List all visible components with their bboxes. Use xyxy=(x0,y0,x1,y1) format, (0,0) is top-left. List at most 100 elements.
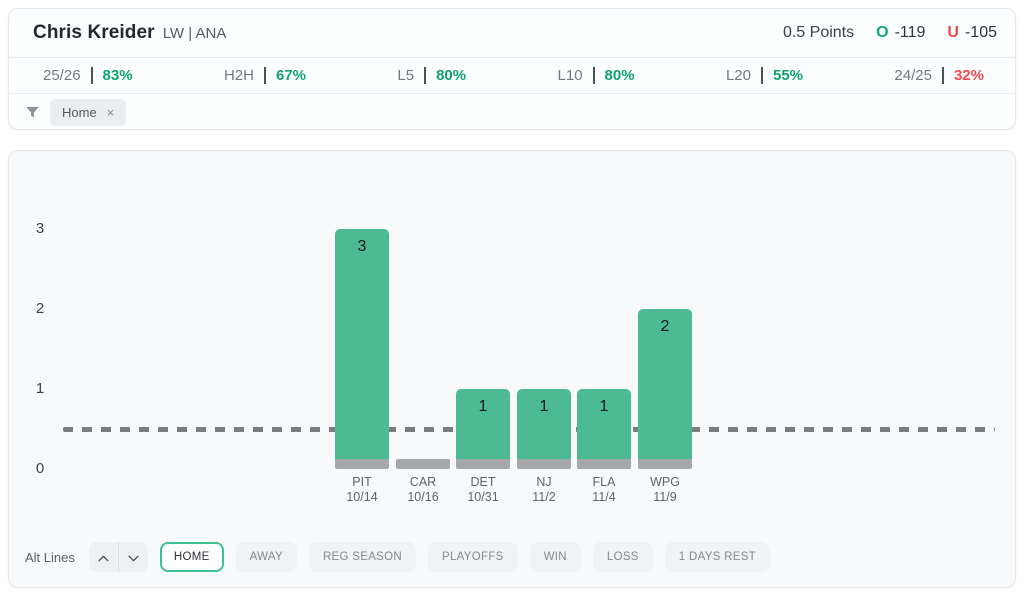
x-axis-label: FLA 11/4 xyxy=(569,475,639,505)
filter-button-playoffs[interactable]: PLAYOFFS xyxy=(428,542,518,572)
split-label: L10 xyxy=(557,67,583,84)
y-axis-tick-label: 2 xyxy=(35,300,45,317)
bar-base xyxy=(396,459,450,469)
over-odds-value: -119 xyxy=(894,24,926,41)
bar-base xyxy=(456,459,510,469)
split-value: 67% xyxy=(275,67,307,84)
bar-column-pit[interactable]: 3 PIT 10/14 xyxy=(335,151,389,529)
under-odds[interactable]: U -105 xyxy=(947,24,997,42)
bar-base xyxy=(638,459,692,469)
filter-button-win[interactable]: WIN xyxy=(529,542,581,572)
split-divider xyxy=(424,67,427,84)
chart-controls-row: Alt Lines HOME AWAY REG SEASON PLAYOFFS WIN L… xyxy=(9,527,1015,587)
bar-value-label: 1 xyxy=(478,398,488,415)
game-date-label: 11/2 xyxy=(532,490,556,504)
x-axis-label: NJ 11/2 xyxy=(509,475,579,505)
split-l5: L5 80% xyxy=(397,67,466,84)
bar[interactable]: 1 xyxy=(517,389,571,459)
y-axis-tick-label: 1 xyxy=(35,380,45,397)
player-header-card: Chris Kreider LW | ANA 0.5 Points O -119… xyxy=(8,8,1016,130)
split-divider xyxy=(592,67,595,84)
filter-chip-home[interactable]: Home × xyxy=(50,99,127,126)
x-axis-label: WPG 11/9 xyxy=(630,475,700,505)
filter-button-1-days-rest[interactable]: 1 DAYS REST xyxy=(664,542,771,572)
split-divider xyxy=(761,67,763,84)
over-odds[interactable]: O -119 xyxy=(876,24,925,42)
game-date-label: 11/9 xyxy=(653,490,677,504)
bar-base xyxy=(335,459,389,469)
split-value: 55% xyxy=(773,67,804,84)
bar-value-label: 3 xyxy=(357,238,367,255)
prop-line-label: 0.5 Points xyxy=(782,24,855,41)
under-symbol: U xyxy=(947,24,959,41)
bar-column-wpg[interactable]: 2 WPG 11/9 xyxy=(638,151,692,529)
filter-button-away[interactable]: AWAY xyxy=(235,542,297,572)
split-value: 80% xyxy=(436,67,467,84)
bar-column-car[interactable]: CAR 10/16 xyxy=(396,151,450,529)
bar-column-nj[interactable]: 1 NJ 11/2 xyxy=(517,151,571,529)
split-divider xyxy=(90,67,93,84)
filter-button-loss[interactable]: LOSS xyxy=(592,542,653,572)
game-date-label: 11/4 xyxy=(592,490,616,504)
alt-line-up-button[interactable] xyxy=(89,542,118,572)
opponent-label: FLA xyxy=(592,475,616,489)
bar-column-det[interactable]: 1 DET 10/31 xyxy=(456,151,510,529)
header-row: Chris Kreider LW | ANA 0.5 Points O -119… xyxy=(9,9,1015,58)
filter-chip-label: Home xyxy=(62,105,97,120)
split-l20: L20 55% xyxy=(726,67,803,84)
alt-lines-stepper xyxy=(88,542,148,572)
bar-value-label: 2 xyxy=(660,318,670,335)
chevron-down-icon xyxy=(128,550,139,565)
opponent-label: CAR xyxy=(409,475,437,489)
filter-button-home[interactable]: HOME xyxy=(159,542,224,572)
over-symbol: O xyxy=(876,24,889,41)
bar[interactable]: 2 xyxy=(638,309,692,459)
split-value: 80% xyxy=(604,67,635,84)
x-axis-label: CAR 10/16 xyxy=(388,475,458,505)
player-name: Chris Kreider xyxy=(33,22,155,43)
filter-row: Home × xyxy=(9,94,1015,129)
chip-close-icon[interactable]: × xyxy=(106,105,115,120)
split-label: L5 xyxy=(397,67,415,84)
player-position-team: LW | ANA xyxy=(162,25,227,42)
opponent-label: NJ xyxy=(536,475,552,489)
opponent-label: DET xyxy=(470,475,496,489)
bar-column-fla[interactable]: 1 FLA 11/4 xyxy=(577,151,631,529)
split-value: 32% xyxy=(953,67,984,84)
game-date-label: 10/14 xyxy=(346,490,378,504)
split-l10: L10 80% xyxy=(558,67,635,84)
bar-value-label: 1 xyxy=(599,398,609,415)
game-date-label: 10/31 xyxy=(467,490,499,504)
stepper-divider xyxy=(117,542,119,572)
filter-button-reg-season[interactable]: REG SEASON xyxy=(308,542,416,572)
split-25-26: 25/26 83% xyxy=(43,67,133,84)
bar[interactable]: 1 xyxy=(577,389,631,459)
opponent-label: PIT xyxy=(352,475,372,489)
bar[interactable]: 1 xyxy=(456,389,510,459)
alt-lines-label: Alt Lines xyxy=(25,549,75,565)
x-axis-label: DET 10/31 xyxy=(448,475,518,505)
split-label: L20 xyxy=(725,67,751,84)
split-divider xyxy=(263,67,266,84)
y-axis-tick-label: 3 xyxy=(35,220,45,237)
split-label: 24/25 xyxy=(894,67,932,84)
alt-line-down-button[interactable] xyxy=(119,542,148,572)
opponent-label: WPG xyxy=(650,475,680,489)
split-value: 83% xyxy=(102,67,133,84)
chart-card: 3 2 1 0 3 PIT 10/14 CAR 10/16 1 DET 10/31 1 NJ 11/2 1 FL… xyxy=(8,150,1016,588)
split-label: H2H xyxy=(223,67,254,84)
split-h2h: H2H 67% xyxy=(224,67,306,84)
x-axis-label: PIT 10/14 xyxy=(327,475,397,505)
split-label: 25/26 xyxy=(43,67,81,84)
bar-base xyxy=(517,459,571,469)
under-odds-value: -105 xyxy=(964,24,997,41)
split-divider xyxy=(941,67,944,84)
y-axis-tick-label: 0 xyxy=(35,460,45,477)
bar-base xyxy=(577,459,631,469)
game-date-label: 10/16 xyxy=(407,490,439,504)
bar[interactable]: 3 xyxy=(335,229,389,459)
player-info: Chris Kreider LW | ANA xyxy=(33,22,226,44)
splits-row: 25/26 83% H2H 67% L5 80% L10 80% L20 55% 24/25 32% xyxy=(9,58,1015,94)
filter-buttons-group: HOME AWAY REG SEASON PLAYOFFS WIN LOSS 1 DAYS … xyxy=(159,542,771,572)
